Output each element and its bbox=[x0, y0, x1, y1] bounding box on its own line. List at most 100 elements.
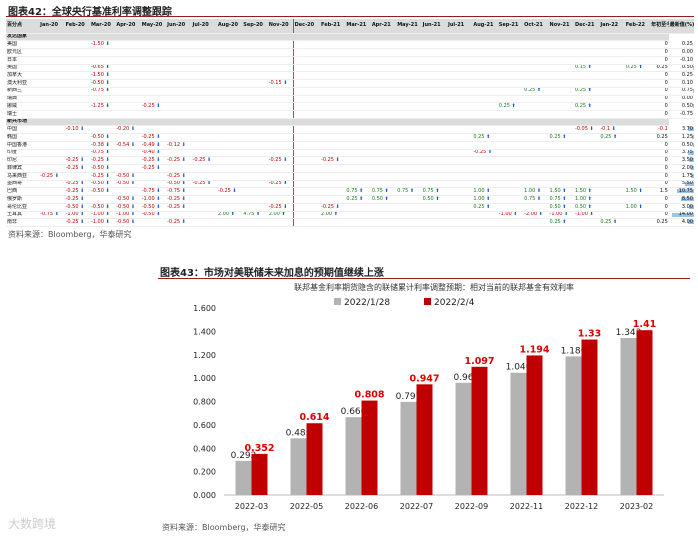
rate-change-cell: -0.25 ⬇ bbox=[191, 156, 217, 166]
rate-change-cell bbox=[624, 56, 651, 65]
rate-change-cell bbox=[345, 102, 371, 111]
rate-change-cell bbox=[166, 110, 192, 119]
rate-change-cell bbox=[370, 156, 397, 166]
rate-change-cell bbox=[497, 95, 524, 104]
figure43-rule bbox=[158, 278, 690, 279]
rate-change-cell bbox=[216, 40, 243, 50]
rate-change-cell bbox=[320, 172, 346, 181]
rate-change-value: -0.25 bbox=[65, 195, 79, 202]
rate-change-cell bbox=[191, 40, 217, 50]
country-cell: 中国香港 bbox=[6, 141, 40, 150]
rate-change-cell bbox=[320, 110, 346, 119]
latest-rate-bar bbox=[672, 212, 694, 217]
rate-change-cell bbox=[624, 87, 651, 96]
arrow-up-icon: ⬆ bbox=[586, 102, 592, 109]
rate-change-cell bbox=[216, 218, 243, 227]
rate-change-cell: -2.00 ⬇ bbox=[523, 211, 549, 220]
rate-change-cell: -0.25 ⬇ bbox=[39, 172, 65, 181]
table-header-cell: May-20 bbox=[140, 19, 167, 34]
rate-change-value: -0.50 bbox=[90, 133, 104, 140]
table-header-cell: Apr-21 bbox=[370, 19, 397, 34]
rate-change-cell bbox=[497, 87, 524, 96]
rate-change-cell bbox=[370, 172, 397, 181]
rate-change-cell bbox=[39, 95, 65, 104]
rate-change-cell: -1.00 ⬇ bbox=[548, 211, 574, 220]
rate-change-value: 0.25 bbox=[600, 218, 612, 225]
rate-change-cell bbox=[242, 40, 268, 50]
rate-change-cell bbox=[166, 40, 192, 50]
rate-change-cell bbox=[115, 133, 141, 142]
rate-change-cell bbox=[345, 71, 371, 81]
rate-change-cell bbox=[242, 141, 268, 150]
rate-change-cell bbox=[446, 149, 473, 158]
rate-change-cell bbox=[64, 110, 90, 119]
table-row: 瑞典 0 0.00 bbox=[6, 95, 694, 104]
rate-change-cell bbox=[472, 141, 498, 150]
latest-rate-cell: -0.75 bbox=[668, 110, 694, 119]
arrow-down-icon: ⬇ bbox=[103, 164, 110, 171]
y-tick-label: 1.600 bbox=[193, 304, 216, 313]
ytd-cell: 0 bbox=[650, 149, 669, 158]
rate-change-value: -0.75 bbox=[90, 149, 104, 156]
rate-change-cell bbox=[624, 40, 651, 50]
ytd-cell: 0 bbox=[650, 203, 669, 212]
rate-change-cell: -0.65 ⬇ bbox=[89, 64, 116, 73]
arrow-down-icon: ⬇ bbox=[486, 149, 493, 156]
rate-change-value: -0.1 bbox=[600, 126, 611, 133]
rate-change-cell bbox=[166, 64, 192, 73]
rate-change-value: -0.50 bbox=[141, 211, 155, 218]
rate-change-cell bbox=[242, 195, 268, 204]
rate-change-cell bbox=[446, 110, 473, 119]
rate-change-cell bbox=[292, 79, 321, 88]
rate-change-cell bbox=[370, 180, 397, 189]
rate-change-cell bbox=[140, 79, 167, 88]
rate-change-cell bbox=[472, 164, 498, 173]
arrow-down-icon: ⬇ bbox=[587, 211, 594, 218]
arrow-up-icon: ⬆ bbox=[611, 133, 618, 140]
rate-change-cell bbox=[370, 125, 397, 135]
rate-change-cell bbox=[242, 79, 268, 88]
latest-rate-bar bbox=[692, 135, 694, 140]
figure42-rule bbox=[6, 16, 694, 17]
arrow-down-icon: ⬇ bbox=[154, 157, 161, 164]
rate-change-cell bbox=[573, 149, 600, 158]
rate-change-cell bbox=[39, 64, 65, 73]
rate-change-cell bbox=[115, 79, 141, 88]
rate-change-value: -0.50 bbox=[90, 79, 104, 86]
arrow-down-icon: ⬇ bbox=[78, 157, 85, 164]
arrow-down-icon: ⬇ bbox=[333, 157, 340, 164]
rate-change-cell bbox=[320, 218, 346, 227]
rate-change-cell: 1.50 ⬆ bbox=[573, 187, 600, 197]
rate-change-cell bbox=[396, 133, 422, 142]
arrow-up-icon: ⬆ bbox=[332, 211, 338, 218]
rate-change-cell bbox=[64, 172, 90, 181]
rate-change-cell bbox=[166, 211, 192, 220]
central-bank-rate-table: 百分点 Jan-20 Feb-20 Mar-20 Apr-20 May-20 Jun-20 J… bbox=[6, 19, 694, 227]
data-label: 1.046 bbox=[506, 363, 532, 373]
arrow-down-icon: ⬇ bbox=[180, 218, 186, 225]
rate-change-cell bbox=[396, 195, 422, 204]
ytd-cell: 1.5 bbox=[650, 187, 669, 197]
rate-change-value: -0.50 bbox=[90, 164, 104, 171]
rate-change-cell: -0.40 ⬇ bbox=[140, 149, 167, 158]
rate-change-cell: 0.25 ⬆ bbox=[548, 133, 574, 142]
country-cell: 哥伦比亚 bbox=[6, 203, 40, 212]
rate-change-cell bbox=[548, 40, 574, 50]
arrow-up-icon: ⬆ bbox=[408, 188, 415, 195]
rate-change-cell bbox=[242, 71, 268, 81]
arrow-up-icon: ⬆ bbox=[560, 133, 567, 140]
rate-change-cell: -0.25 ⬇ bbox=[216, 187, 243, 197]
rate-change-cell bbox=[216, 64, 243, 73]
rate-change-cell bbox=[396, 64, 422, 73]
rate-change-cell bbox=[421, 211, 447, 220]
rate-change-cell bbox=[140, 95, 167, 104]
rate-change-cell bbox=[548, 79, 574, 88]
rate-change-cell bbox=[242, 149, 268, 158]
rate-change-cell: -0.50 ⬇ bbox=[89, 180, 116, 189]
rate-change-cell bbox=[523, 180, 549, 189]
rate-change-value: -1.00 bbox=[549, 211, 563, 218]
country-cell: 土耳其 bbox=[6, 211, 40, 220]
rate-change-cell bbox=[320, 102, 346, 111]
rate-change-cell: -1.00 ⬇ bbox=[497, 211, 524, 220]
latest-rate-bar bbox=[677, 189, 694, 194]
